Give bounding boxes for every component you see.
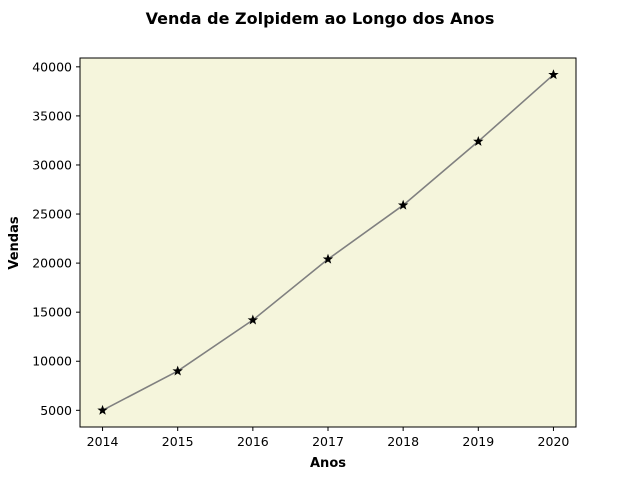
y-tick-label: 35000 <box>32 108 72 123</box>
y-axis-label: Vendas <box>7 216 22 270</box>
data-point-star <box>397 199 409 210</box>
x-tick-label: 2017 <box>312 434 344 449</box>
data-point-star <box>172 365 183 376</box>
data-point-star <box>473 135 484 146</box>
y-tick-label: 40000 <box>32 59 72 74</box>
y-tick-label: 10000 <box>32 354 72 369</box>
data-point-star <box>322 253 334 264</box>
y-tick-label: 25000 <box>32 207 72 222</box>
x-tick-label: 2019 <box>462 434 494 449</box>
y-tick-label: 5000 <box>40 403 72 418</box>
x-ticks: 2014 2015 2016 2017 2018 2019 2020 <box>87 427 570 449</box>
x-tick-label: 2018 <box>387 434 419 449</box>
data-points <box>97 69 559 415</box>
chart-title: Venda de Zolpidem ao Longo dos Anos <box>146 9 495 28</box>
x-tick-label: 2015 <box>162 434 194 449</box>
x-tick-label: 2016 <box>237 434 269 449</box>
x-tick-label: 2020 <box>538 434 570 449</box>
plot-area <box>80 58 576 427</box>
y-tick-label: 15000 <box>32 305 72 320</box>
plot-frame <box>79 57 577 428</box>
y-tick-label: 20000 <box>32 256 72 271</box>
data-point-star <box>548 69 559 80</box>
y-tick-label: 30000 <box>32 157 72 172</box>
data-point-star <box>247 314 259 325</box>
y-ticks: 5000 10000 15000 20000 25000 30000 35000 40000 <box>32 59 80 418</box>
x-tick-label: 2014 <box>87 434 119 449</box>
data-point-star <box>97 404 108 415</box>
x-axis-label: Anos <box>310 456 346 471</box>
